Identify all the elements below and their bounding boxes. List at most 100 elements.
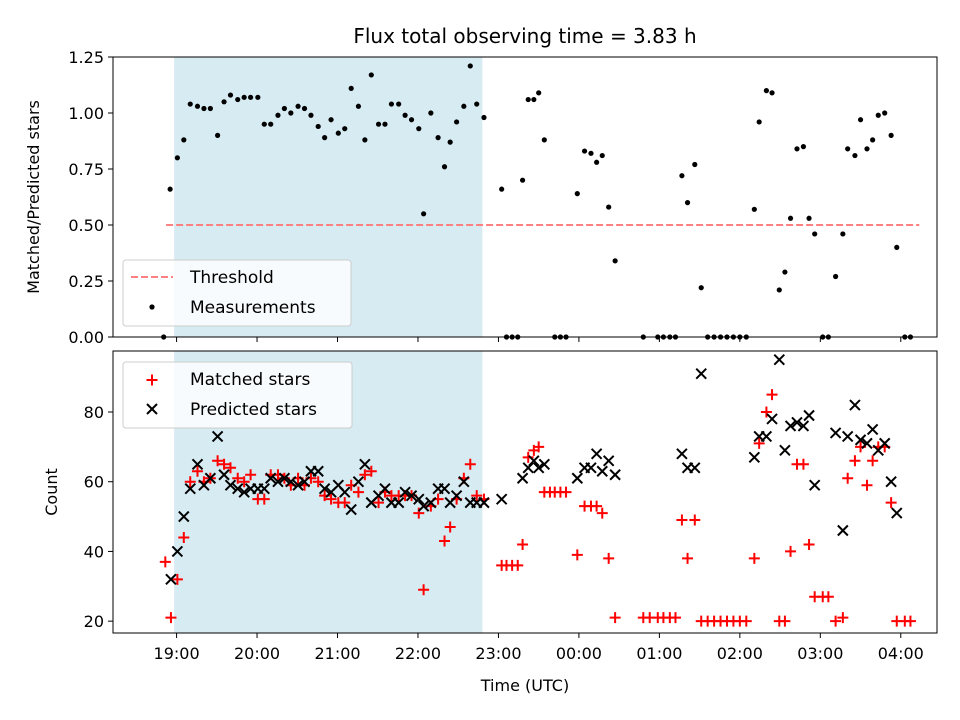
matched-star-point bbox=[212, 455, 224, 467]
predicted-star-point bbox=[191, 458, 204, 470]
y-axis-label: Count bbox=[42, 468, 61, 516]
predicted-star-point bbox=[425, 496, 437, 509]
predicted-star-point bbox=[528, 455, 540, 467]
matched-star-point bbox=[359, 469, 371, 481]
measurement-point bbox=[894, 244, 900, 250]
predicted-star-point bbox=[278, 472, 291, 484]
legend-label: Matched stars bbox=[190, 370, 310, 390]
series-predicted-stars bbox=[165, 354, 903, 586]
measurement-point bbox=[519, 177, 526, 183]
measurement-point bbox=[362, 137, 368, 143]
measurement-point bbox=[248, 94, 254, 100]
predicted-star-point bbox=[602, 455, 615, 467]
predicted-star-point bbox=[405, 489, 418, 502]
predicted-star-point bbox=[265, 472, 277, 484]
matched-star-point bbox=[218, 458, 230, 470]
bottom-panel-counts: 20 40 60 80 19:00 20:00 21:00 22:00 23:00 00:00 01… bbox=[42, 350, 938, 663]
predicted-star-point bbox=[516, 472, 529, 484]
measurement-point bbox=[428, 110, 434, 116]
measurement-point bbox=[594, 159, 600, 165]
predicted-star-point bbox=[298, 476, 311, 488]
predicted-star-point bbox=[272, 476, 284, 488]
axes-frame bbox=[112, 350, 938, 634]
measurement-point bbox=[888, 132, 894, 138]
measurement-point bbox=[499, 186, 505, 192]
measurement-point bbox=[181, 137, 187, 143]
matched-star-point bbox=[753, 437, 765, 449]
measurement-point bbox=[454, 119, 460, 125]
predicted-star-point bbox=[318, 482, 331, 495]
y-tick-label: 1.00 bbox=[68, 104, 104, 123]
measurement-point bbox=[408, 117, 415, 123]
predicted-star-point bbox=[285, 476, 297, 488]
predicted-star-point bbox=[784, 420, 797, 432]
measurement-point bbox=[882, 110, 888, 116]
series-measurements bbox=[161, 63, 914, 340]
matched-star-point bbox=[560, 486, 572, 498]
predicted-star-point bbox=[676, 448, 688, 460]
measurement-point bbox=[328, 117, 334, 123]
x-tick-label: 22:00 bbox=[395, 644, 441, 663]
measurement-point bbox=[581, 148, 588, 154]
measurement-point bbox=[167, 186, 173, 192]
matched-star-point bbox=[676, 514, 688, 526]
matched-star-point bbox=[178, 531, 190, 543]
legend: Matched stars Predicted stars bbox=[122, 361, 353, 429]
matched-star-point bbox=[689, 514, 701, 526]
predicted-star-point bbox=[399, 486, 411, 498]
measurement-point bbox=[221, 99, 227, 105]
measurement-point bbox=[763, 88, 770, 94]
matched-star-point bbox=[232, 472, 244, 484]
legend-matched-swatch bbox=[146, 374, 158, 386]
x-tick-label: 20:00 bbox=[234, 644, 280, 663]
predicted-star-point bbox=[417, 500, 430, 512]
matched-star-point bbox=[312, 476, 324, 488]
predicted-star-point bbox=[791, 416, 803, 429]
matched-star-point bbox=[849, 455, 861, 467]
matched-star-point bbox=[522, 451, 534, 463]
x-tick-label: 01:00 bbox=[636, 644, 682, 663]
measurement-point bbox=[679, 173, 685, 179]
predicted-star-point bbox=[841, 430, 854, 443]
measurement-point bbox=[875, 112, 881, 118]
predicted-star-point bbox=[392, 496, 405, 509]
measurement-point bbox=[467, 63, 473, 69]
measurement-point bbox=[441, 164, 448, 170]
measurement-point bbox=[215, 132, 221, 138]
predicted-star-point bbox=[258, 482, 270, 495]
predicted-star-point bbox=[292, 479, 304, 491]
measurement-point bbox=[308, 112, 314, 118]
measurement-point bbox=[806, 215, 812, 221]
predicted-star-point bbox=[866, 423, 879, 436]
measurement-point bbox=[612, 258, 618, 264]
matched-star-point bbox=[669, 612, 681, 624]
measurement-point bbox=[235, 96, 241, 103]
measurement-point bbox=[201, 105, 207, 112]
legend-label: Measurements bbox=[190, 298, 316, 318]
matched-star-point bbox=[682, 552, 694, 564]
x-tick-label: 00:00 bbox=[556, 644, 602, 663]
measurement-point bbox=[833, 273, 839, 280]
measurement-point bbox=[288, 110, 294, 116]
predicted-star-point bbox=[590, 448, 603, 460]
predicted-star-point bbox=[178, 510, 190, 523]
predicted-star-point bbox=[495, 493, 508, 505]
predicted-star-point bbox=[695, 367, 707, 380]
measurement-point bbox=[812, 231, 818, 237]
matched-star-point bbox=[517, 538, 529, 550]
y-tick-label: 0.75 bbox=[68, 160, 104, 179]
measurement-point bbox=[227, 92, 234, 98]
measurement-point bbox=[574, 191, 580, 197]
y-tick-label: 1.25 bbox=[68, 48, 104, 67]
matched-star-point bbox=[822, 591, 834, 603]
predicted-star-point bbox=[171, 545, 184, 558]
matched-star-point bbox=[803, 538, 815, 550]
predicted-star-point bbox=[211, 430, 224, 443]
measurement-point bbox=[281, 105, 287, 112]
y-tick-label: 20 bbox=[84, 612, 104, 631]
measurement-point bbox=[241, 94, 247, 100]
measurement-point bbox=[751, 206, 757, 212]
matched-star-point bbox=[603, 552, 615, 564]
measurement-point bbox=[606, 204, 612, 210]
matched-star-point bbox=[373, 497, 385, 509]
